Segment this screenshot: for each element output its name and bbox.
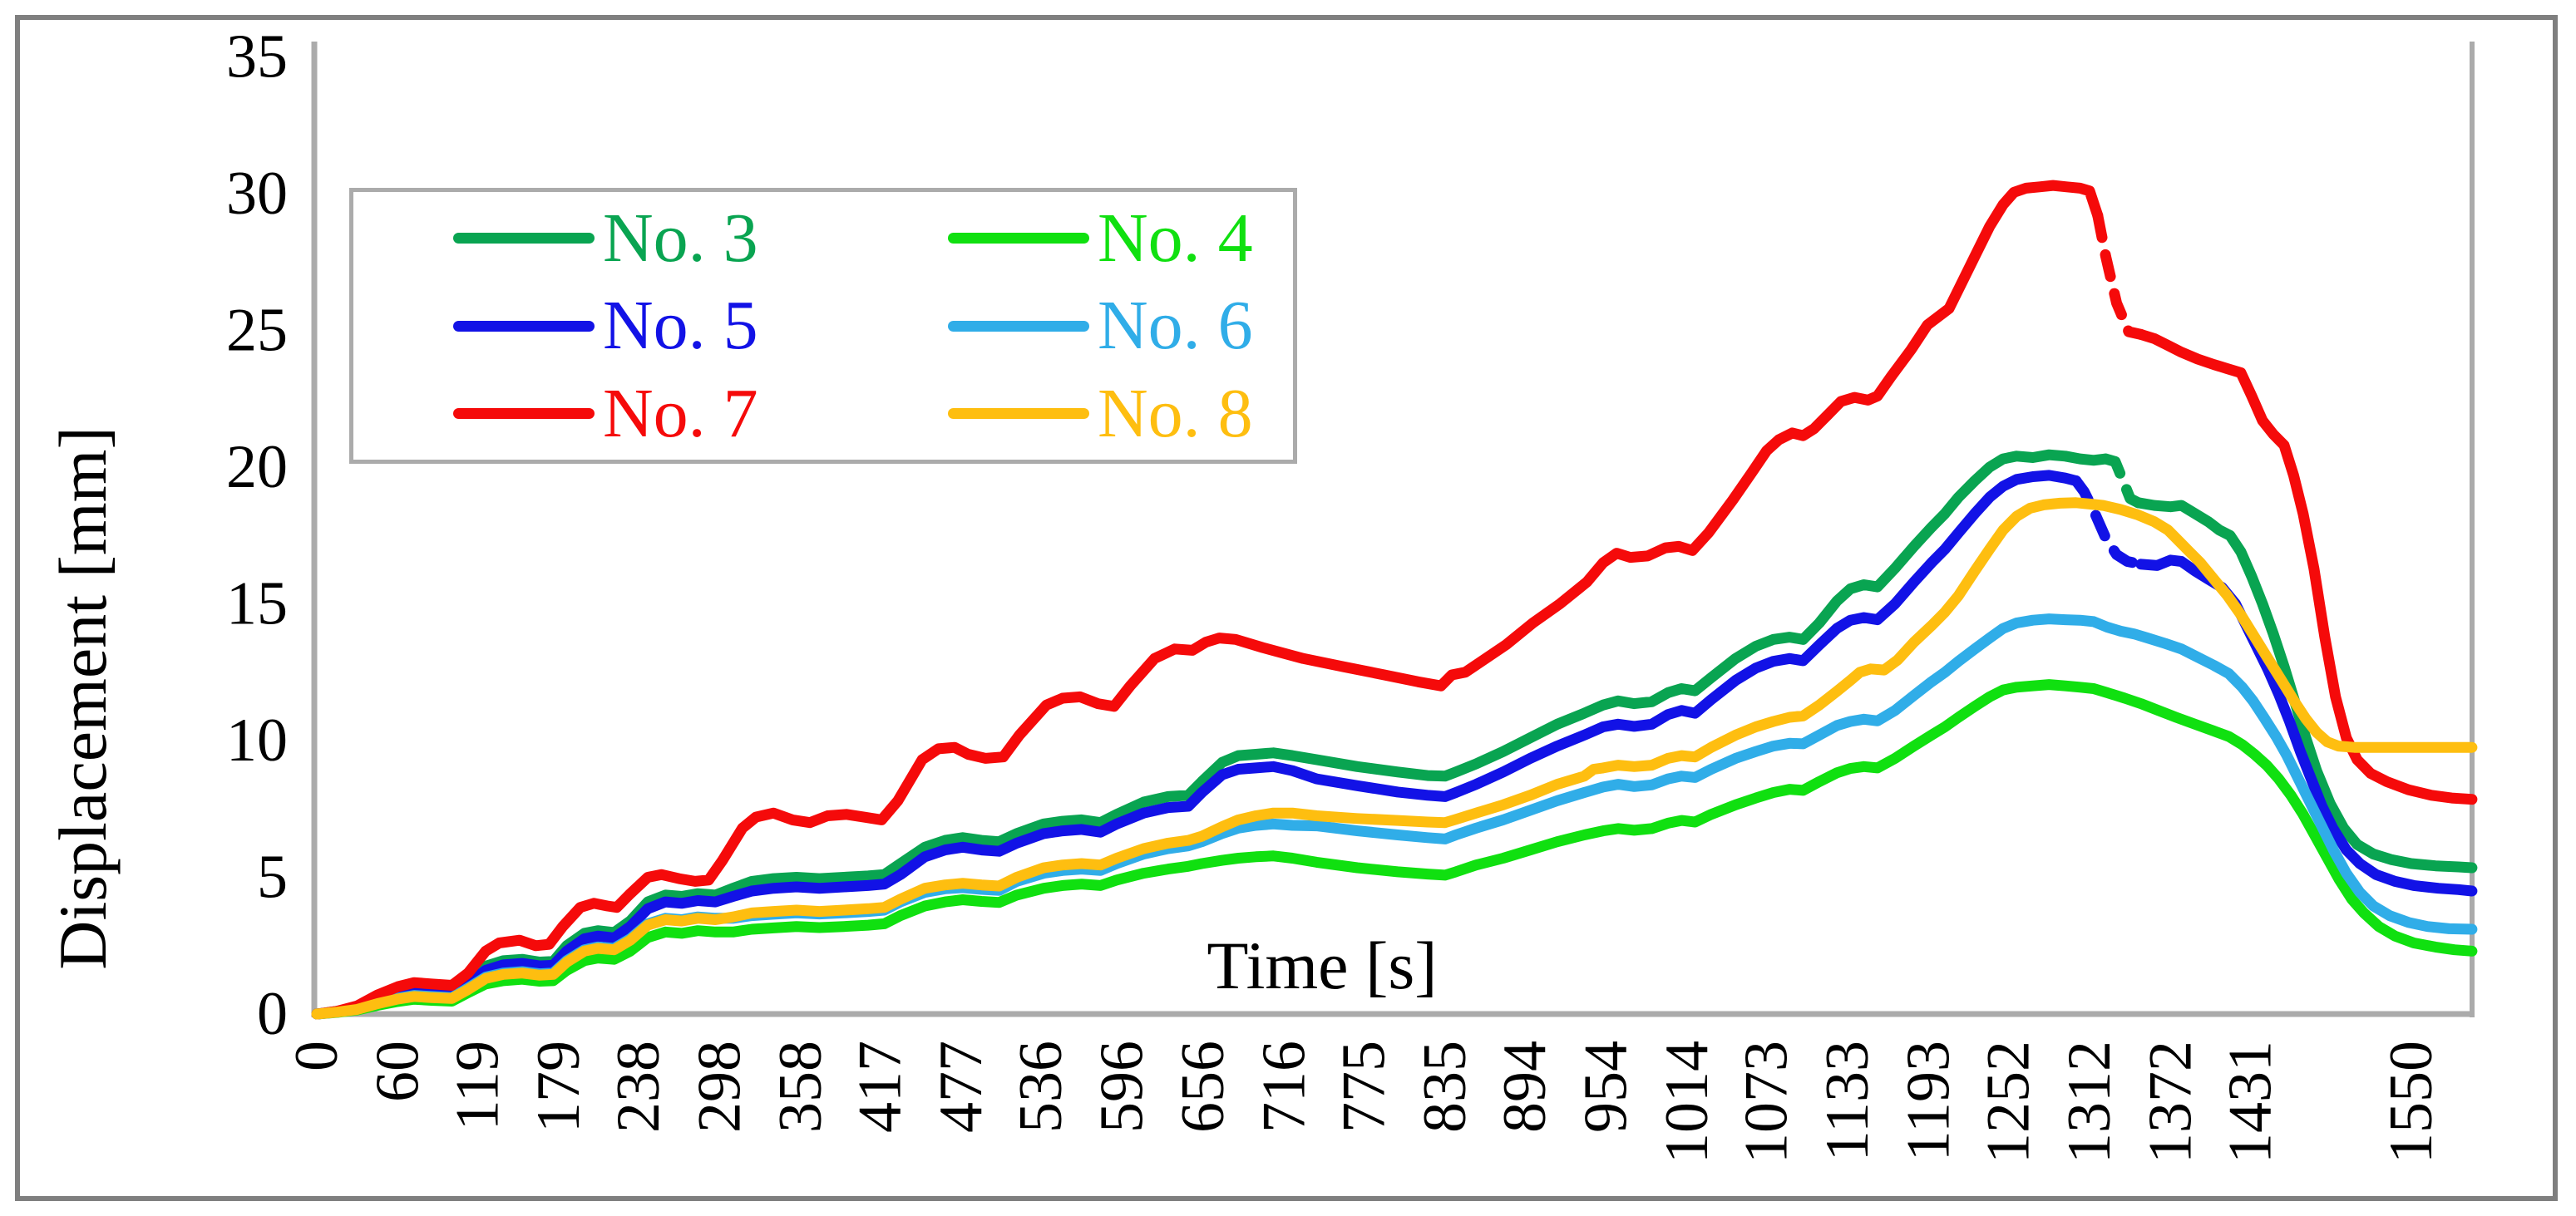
x-tick-label-477: 477 <box>927 1041 995 1133</box>
x-tick-label-596: 596 <box>1088 1041 1157 1133</box>
x-tick-label-179: 179 <box>525 1041 593 1133</box>
legend-label-no-4: No. 4 <box>1098 199 1253 277</box>
series-line-no-3 <box>311 449 2111 1020</box>
x-tick-label-656: 656 <box>1169 1041 1237 1133</box>
x-tick-label-894: 894 <box>1491 1041 1559 1133</box>
y-tick-label-0: 0 <box>257 980 288 1048</box>
legend-item-no-4: No. 4 <box>948 197 1293 280</box>
series-line-no-5 <box>311 470 2082 1020</box>
y-tick-label-10: 10 <box>226 706 288 775</box>
series-line-no-7-dashed-segment <box>2092 209 2147 340</box>
legend-label-no-6: No. 6 <box>1098 287 1253 364</box>
x-tick-label-536: 536 <box>1007 1041 1075 1133</box>
series-line-no-8 <box>311 497 2478 1020</box>
series-line-no-3-dashed-segment <box>2100 453 2144 509</box>
x-tick-label-119: 119 <box>443 1041 511 1130</box>
y-tick-label-30: 30 <box>226 160 288 228</box>
x-tick-label-0: 0 <box>283 1041 351 1071</box>
series-line-no-7-tail <box>2135 328 2478 805</box>
legend-swatch-line-no-3 <box>453 233 595 244</box>
x-tick-label-60: 60 <box>364 1041 432 1102</box>
x-tick-label-417: 417 <box>846 1041 915 1133</box>
y-tick-label-5: 5 <box>257 844 288 912</box>
legend-item-no-5: No. 5 <box>453 284 948 367</box>
x-tick-label-1252: 1252 <box>1975 1041 2043 1164</box>
legend-swatch-line-no-6 <box>948 320 1089 332</box>
x-tick-label-1431: 1431 <box>2216 1041 2284 1164</box>
y-tick-label-20: 20 <box>226 433 288 501</box>
legend-item-no-7: No. 7 <box>453 372 948 455</box>
x-tick-label-716: 716 <box>1251 1041 1319 1133</box>
series-line-no-4 <box>311 679 2478 1020</box>
x-tick-label-1014: 1014 <box>1653 1041 1721 1164</box>
y-tick-label-35: 35 <box>226 23 288 91</box>
x-tick-label-358: 358 <box>767 1041 835 1133</box>
legend-label-no-5: No. 5 <box>603 287 758 364</box>
series-line-no-5-tail <box>2135 554 2478 897</box>
x-tick-label-954: 954 <box>1572 1041 1640 1133</box>
series-line-no-3-tail <box>2133 497 2478 874</box>
legend-item-no-8: No. 8 <box>948 372 1293 455</box>
legend-box: No. 3 No. 4 No. 5 No. 6 No. 7 No. 8 <box>349 188 1297 464</box>
legend-label-no-8: No. 8 <box>1098 374 1253 452</box>
x-tick-label-1193: 1193 <box>1895 1041 1963 1161</box>
legend-item-no-3: No. 3 <box>453 197 948 280</box>
legend-item-no-6: No. 6 <box>948 284 1293 367</box>
x-tick-label-775: 775 <box>1330 1041 1398 1133</box>
x-tick-label-1073: 1073 <box>1733 1041 1801 1164</box>
legend-label-no-7: No. 7 <box>603 374 758 452</box>
x-tick-label-1550: 1550 <box>2377 1041 2445 1164</box>
legend-swatch-line-no-5 <box>453 320 595 332</box>
x-tick-label-1312: 1312 <box>2055 1041 2124 1164</box>
y-axis-title: Displacement [mm] <box>45 426 121 970</box>
legend-swatch-line-no-8 <box>948 408 1089 419</box>
legend-swatch-line-no-4 <box>948 233 1089 244</box>
series-line-no-7 <box>311 180 2104 1020</box>
x-tick-label-1372: 1372 <box>2137 1041 2205 1164</box>
x-tick-label-238: 238 <box>605 1041 673 1133</box>
x-tick-label-835: 835 <box>1411 1041 1479 1133</box>
y-tick-label-15: 15 <box>226 570 288 638</box>
y-tick-label-25: 25 <box>226 297 288 365</box>
x-tick-label-1133: 1133 <box>1814 1041 1882 1161</box>
legend-label-no-3: No. 3 <box>603 199 758 277</box>
series-line-no-5-dashed-segment <box>2070 475 2147 570</box>
x-tick-label-298: 298 <box>685 1041 753 1133</box>
legend-swatch-line-no-7 <box>453 408 595 419</box>
x-axis-title: Time [s] <box>1207 928 1438 1003</box>
